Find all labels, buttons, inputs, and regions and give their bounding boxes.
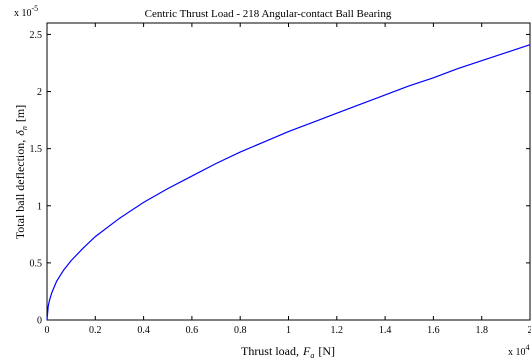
y-tick-label: 1.5: [30, 144, 43, 155]
x-tick-label: 1.8: [475, 325, 488, 336]
chart-title: Centric Thrust Load - 218 Angular-contac…: [145, 8, 392, 20]
y-multiplier: x 10-5: [14, 4, 38, 19]
x-tick-label: 0: [45, 325, 50, 336]
series-line-0: [46, 44, 531, 321]
y-tick-label: 2.5: [30, 30, 43, 41]
series-layer: [46, 44, 531, 321]
y-tick-label: 0.5: [30, 258, 43, 269]
x-axis-ticks: 0 0.2 0.4 0.6 0.8 1 1.2 1.4 1.6 1.8 2: [45, 23, 531, 336]
x-tick-label: 0.2: [89, 325, 102, 336]
y-axis-ticks: 0 0.5 1 1.5 2 2.5: [30, 30, 530, 327]
y-tick-label: 0: [37, 316, 42, 327]
y-tick-label: 2: [37, 87, 42, 98]
plot-area: [46, 22, 531, 321]
x-multiplier-exponent: 4: [526, 343, 530, 352]
y-tick-label: 1: [37, 201, 42, 212]
x-tick-label: 2: [528, 325, 531, 336]
x-multiplier: x 104: [508, 343, 530, 358]
x-tick-label: 0.6: [186, 325, 199, 336]
x-tick-label: 1.6: [427, 325, 440, 336]
y-multiplier-exponent: -5: [32, 4, 39, 13]
x-axis-label: Thrust load, Fa [N]: [241, 344, 335, 359]
y-axis-label: Total ball deflection,δn[m]: [13, 105, 29, 239]
x-tick-label: 1.4: [379, 325, 392, 336]
x-tick-label: 1.2: [331, 325, 344, 336]
x-tick-label: 0.8: [234, 325, 247, 336]
x-tick-label: 1: [286, 325, 291, 336]
x-tick-label: 0.4: [137, 325, 150, 336]
